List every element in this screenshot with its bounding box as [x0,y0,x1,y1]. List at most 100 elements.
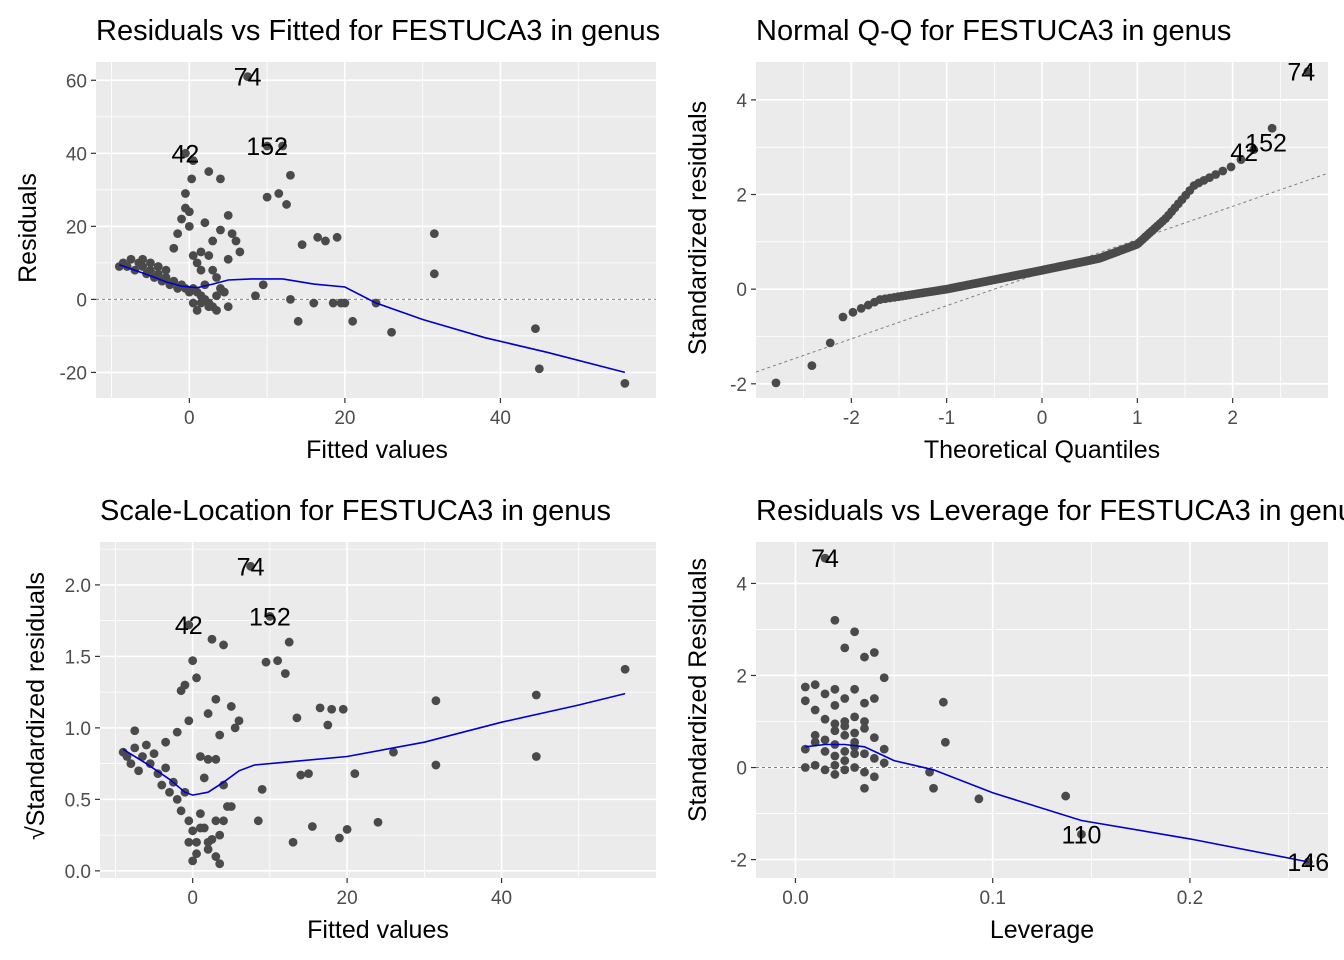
data-point [1218,166,1228,176]
data-point [219,287,229,297]
data-point [825,338,835,348]
data-point [223,210,233,220]
data-point [531,690,541,700]
data-point [258,280,268,290]
data-point [273,656,283,666]
panel-background [100,542,656,878]
data-point [130,726,140,736]
data-point [431,696,441,706]
data-point [262,141,272,151]
data-point [429,229,439,239]
x-tick-label: -1 [938,408,955,429]
data-point [223,254,233,264]
data-point [334,833,344,843]
x-tick-label: 0 [1037,408,1048,429]
data-point [860,698,869,708]
data-point [1211,170,1221,179]
data-point [840,643,850,653]
x-tick-label: 20 [334,408,355,429]
data-point [235,247,245,257]
plot-area: 0 20 40 -20 0 20 40 60 74 152 42 [60,62,656,429]
data-point [200,218,210,228]
data-point [860,717,869,726]
outlier-label: 110 [1062,821,1102,849]
data-point [204,167,214,176]
panel-background [756,542,1328,878]
data-point [830,760,840,770]
data-point [830,751,840,761]
x-tick-label: 0.0 [782,888,808,909]
data-point [157,780,167,790]
data-point [265,611,275,621]
y-tick-label: 0.0 [65,862,91,883]
y-tick-label: 0.5 [65,790,91,811]
data-layer: 74 152 42 [96,64,656,388]
data-point [820,689,830,699]
data-point [820,747,830,756]
data-point [1267,123,1277,133]
y-tick-label: -2 [730,851,747,872]
data-layer: 74 152 42 [118,553,630,869]
data-point [800,763,810,772]
residuals-vs-leverage-chart: Residuals vs Leverage for FESTUCA3 in ge… [684,495,1344,944]
data-point [1249,145,1259,155]
data-point [850,763,860,772]
y-tick-label: 1.5 [65,647,91,668]
data-point [620,378,630,388]
data-point [146,265,155,275]
chart-title: Scale-Location for FESTUCA3 in genus [100,495,611,527]
data-point [850,749,860,759]
y-tick-label: 40 [66,144,87,165]
data-point [203,754,213,764]
data-layer: 74 110 146 [756,545,1329,877]
data-point [332,232,342,242]
data-point [282,200,291,209]
data-point [807,361,817,371]
data-point [321,236,330,246]
data-point [192,837,201,847]
data-point [830,684,840,694]
data-point [122,752,132,761]
data-point [313,232,323,242]
data-point [126,254,136,264]
data-point [180,680,190,690]
data-point [212,305,221,315]
data-point [215,730,225,740]
data-point [188,826,198,836]
outlier-label: 74 [811,545,839,573]
x-tick-label: 2 [1227,408,1238,429]
data-point [130,743,140,753]
data-point [246,561,255,571]
data-point [810,760,820,770]
data-point [145,759,155,769]
data-point [181,148,190,158]
data-point [869,753,879,763]
data-point [338,704,348,714]
outlier-label: 146 [1287,849,1329,877]
data-point [227,229,237,239]
data-point [126,759,136,769]
data-point [161,763,171,773]
data-point [208,265,218,275]
data-point [211,816,221,826]
y-tick-label: 20 [66,217,87,238]
smooth-line [805,743,1309,863]
data-point [203,837,213,847]
data-point [161,265,171,275]
y-tick-label: 1.0 [65,719,91,740]
data-point [188,251,198,260]
outlier-label: 152 [249,603,291,631]
data-point [215,830,225,840]
data-point [531,752,541,761]
x-tick-label: 0.1 [979,888,1005,909]
data-point [327,704,337,714]
data-point [879,758,889,768]
data-point [840,730,850,740]
data-point [219,816,228,826]
chart-title: Residuals vs Fitted for FESTUCA3 in genu… [96,15,660,47]
data-point [879,744,889,754]
data-point [869,772,879,782]
x-tick-label: -2 [843,408,860,429]
data-point [830,615,840,625]
data-point [165,787,174,797]
